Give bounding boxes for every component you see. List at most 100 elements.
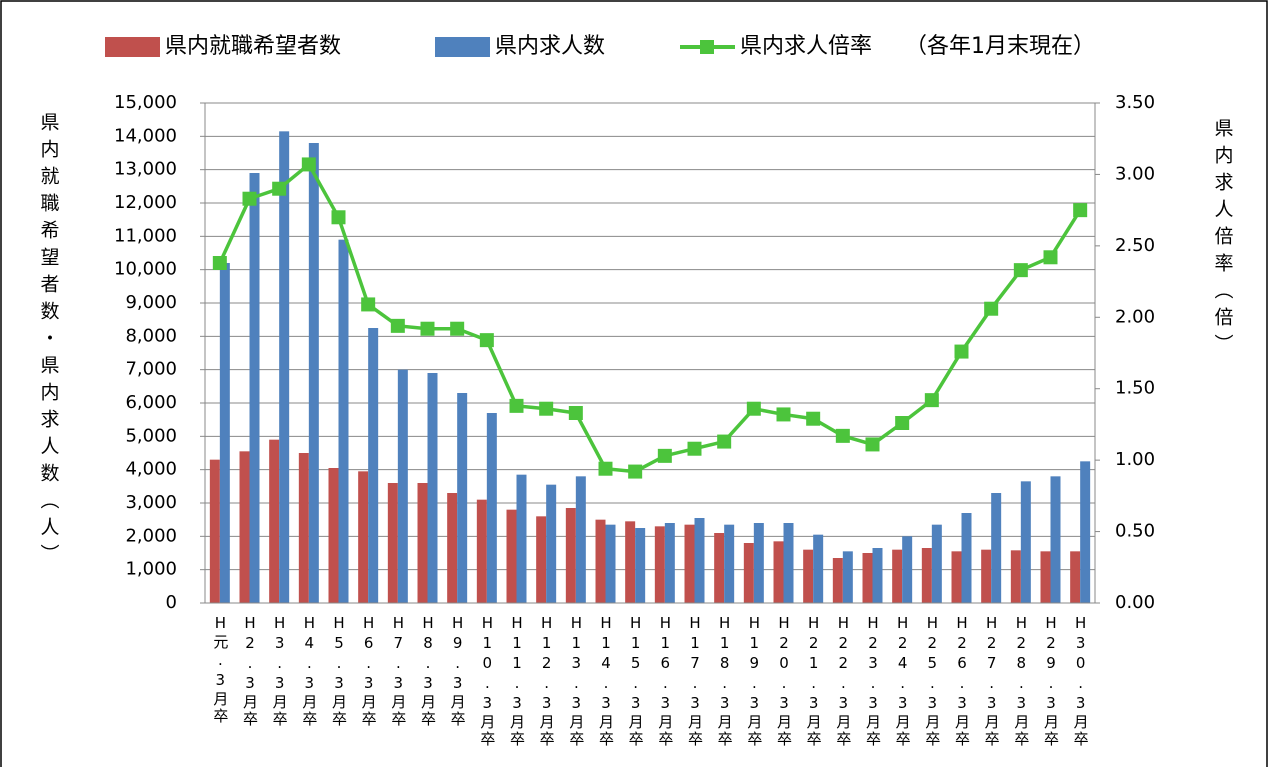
x-tick-label: H2.3月卒 <box>241 614 259 728</box>
bar <box>417 483 428 603</box>
x-tick-label: H15.3月卒 <box>627 614 645 748</box>
bar <box>694 518 705 603</box>
y-tick-label: 5,000 <box>125 425 177 446</box>
y-tick-label: 15,000 <box>114 92 177 113</box>
y2-tick-label: 1.00 <box>1115 449 1155 470</box>
bar <box>1070 551 1081 603</box>
bar <box>862 553 873 603</box>
line-marker <box>272 181 287 196</box>
line-marker <box>242 191 257 206</box>
bar <box>219 263 230 603</box>
line-marker <box>1043 250 1058 265</box>
bar <box>239 451 250 603</box>
bar <box>595 519 606 603</box>
bar <box>358 471 369 603</box>
bar <box>981 549 992 603</box>
line-marker <box>924 393 939 408</box>
bar <box>427 373 438 603</box>
y-tick-label: 14,000 <box>114 125 177 146</box>
bar <box>1010 550 1021 603</box>
y2-tick-label: 2.00 <box>1115 306 1155 327</box>
line-marker <box>746 401 761 416</box>
y2-tick-label: 2.50 <box>1115 235 1155 256</box>
line-marker <box>420 321 435 336</box>
x-tick-label: H19.3月卒 <box>745 614 763 748</box>
x-tick-label: H24.3月卒 <box>894 614 912 748</box>
y-tick-label: 4,000 <box>125 459 177 480</box>
bar <box>635 528 646 603</box>
line-marker <box>479 333 494 348</box>
line-marker <box>212 256 227 270</box>
legend-label: 県内求人数 <box>495 34 605 59</box>
bar <box>832 558 843 603</box>
y-axis-title: 県内就職希望者数・県内求人数（人） <box>38 112 60 571</box>
x-tick-label: H10.3月卒 <box>478 614 496 748</box>
bar <box>298 453 309 603</box>
line-marker <box>568 406 583 420</box>
bar <box>991 493 1002 603</box>
x-tick-label: H16.3月卒 <box>656 614 674 748</box>
line-marker <box>450 321 465 336</box>
bar <box>269 439 280 603</box>
y-tick-label: 9,000 <box>125 292 177 313</box>
bar <box>961 513 972 603</box>
bar <box>654 526 665 603</box>
x-tick-label: H9.3月卒 <box>449 614 467 728</box>
line-marker <box>1013 263 1028 278</box>
x-tick-label: H11.3月卒 <box>508 614 526 748</box>
legend-note: （各年1月末現在） <box>905 34 1095 59</box>
bar <box>486 413 497 603</box>
legend-label: 県内就職希望者数 <box>165 34 341 59</box>
line-marker <box>806 411 821 426</box>
line-marker <box>687 441 702 456</box>
y2-axis-title: 県内求人倍率（倍） <box>1212 118 1234 361</box>
bar <box>1040 551 1051 603</box>
legend-swatch <box>105 37 160 57</box>
line-marker <box>361 297 376 312</box>
line <box>218 161 1082 474</box>
x-tick-label: H27.3月卒 <box>983 614 1001 748</box>
x-tick-label: H30.3月卒 <box>1072 614 1090 748</box>
bar <box>397 369 408 603</box>
bar <box>921 548 932 603</box>
bar <box>565 508 576 603</box>
bar <box>308 143 319 603</box>
x-tick-label: H21.3月卒 <box>805 614 823 748</box>
x-tick-label: H3.3月卒 <box>271 614 289 728</box>
bar <box>714 533 725 603</box>
y2-tick-label: 3.00 <box>1115 163 1155 184</box>
bar <box>605 524 616 603</box>
y2-tick-label: 3.50 <box>1115 92 1155 113</box>
bar <box>328 468 339 603</box>
bar <box>773 541 784 603</box>
y-tick-label: 10,000 <box>114 259 177 280</box>
bar <box>1020 481 1031 603</box>
x-tick-label: H25.3月卒 <box>923 614 941 748</box>
x-tick-label: H元.3月卒 <box>211 614 229 725</box>
y-tick-label: 1,000 <box>125 559 177 580</box>
line-marker <box>509 398 524 413</box>
bar <box>516 474 527 603</box>
x-tick-label: H28.3月卒 <box>1012 614 1030 748</box>
bar <box>813 534 824 603</box>
x-tick-label: H13.3月卒 <box>567 614 585 748</box>
bar <box>684 524 695 603</box>
bar <box>457 393 468 603</box>
bar <box>476 499 487 603</box>
y-tick-label: 13,000 <box>114 159 177 180</box>
bar <box>387 483 398 603</box>
y-tick-label: 3,000 <box>125 492 177 513</box>
x-tick-label: H18.3月卒 <box>716 614 734 748</box>
bar <box>753 523 764 603</box>
bar <box>1050 476 1061 603</box>
bar <box>872 548 883 603</box>
line-marker <box>628 464 643 479</box>
bar <box>664 523 675 603</box>
x-tick-label: H26.3月卒 <box>953 614 971 748</box>
bar <box>209 459 220 603</box>
legend-swatch <box>435 37 490 57</box>
bar <box>338 239 349 603</box>
line-marker <box>717 434 732 449</box>
y2-tick-label: 0.00 <box>1115 592 1155 613</box>
